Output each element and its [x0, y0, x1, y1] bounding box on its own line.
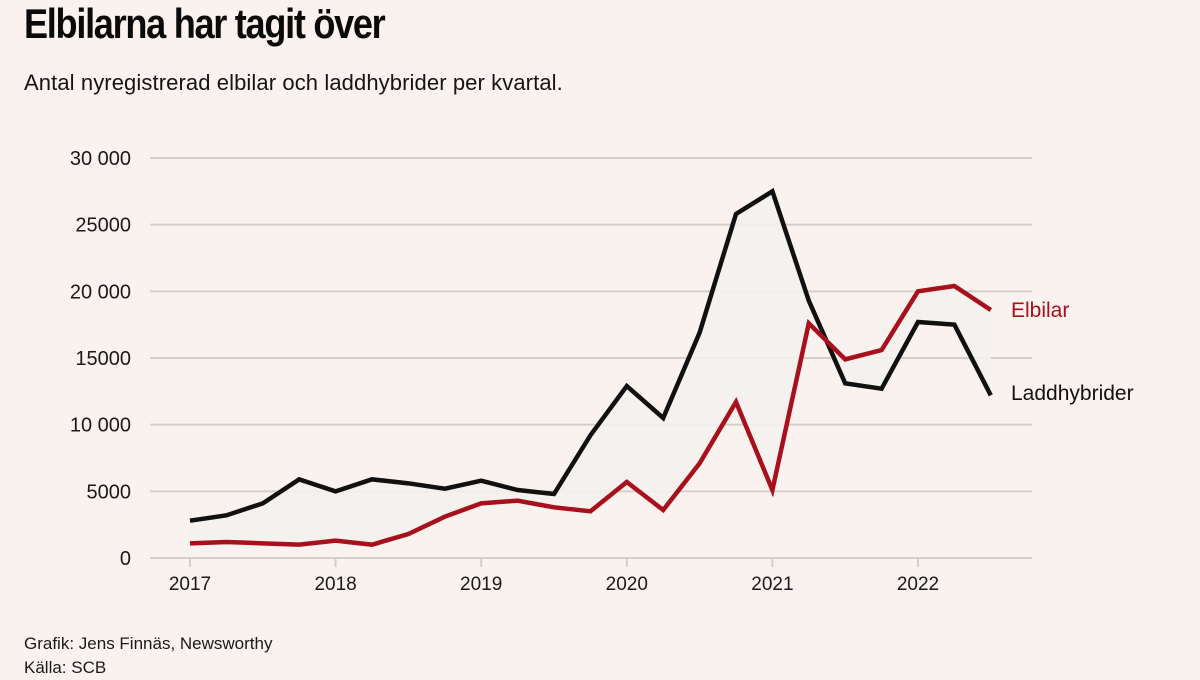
- x-tick-label: 2017: [169, 574, 211, 595]
- series-label-laddhybrider: Laddhybrider: [1011, 382, 1134, 405]
- fill-between-series: [190, 191, 991, 545]
- chart-subtitle: Antal nyregistrerad elbilar och laddhybr…: [24, 70, 563, 95]
- x-tick-label: 2019: [460, 574, 502, 595]
- y-tick-label: 15000: [75, 348, 131, 370]
- y-tick-label: 0: [120, 548, 131, 570]
- graphic-credit: Grafik: Jens Finnäs, Newsworthy: [24, 634, 273, 653]
- credit-block: Grafik: Jens Finnäs, Newsworthy Källa: S…: [24, 632, 272, 680]
- series-lines: [189, 187, 993, 547]
- source-credit: Källa: SCB: [24, 658, 107, 677]
- y-axis-ticks: 0 5000 10 000 15000 20 000 25000 30 000: [70, 148, 131, 570]
- x-axis: 2017 2018 2019 2020 2021 2022: [169, 558, 939, 595]
- series-line-elbilar: [189, 283, 993, 547]
- y-tick-label: 20 000: [70, 281, 131, 303]
- y-tick-label: 25000: [75, 215, 131, 237]
- x-tick-label: 2018: [314, 574, 356, 595]
- series-line-laddhybrider: [189, 187, 993, 523]
- y-tick-label: 5000: [87, 481, 132, 503]
- series-label-elbilar: Elbilar: [1011, 299, 1069, 322]
- x-tick-label: 2020: [606, 574, 648, 595]
- chart-title: Elbilarna har tagit över: [24, 0, 386, 47]
- series-labels: Elbilar Laddhybrider: [1011, 299, 1134, 405]
- y-tick-label: 30 000: [70, 148, 131, 170]
- x-tick-label: 2022: [897, 574, 939, 595]
- y-tick-label: 10 000: [70, 415, 131, 437]
- x-tick-label: 2021: [751, 574, 793, 595]
